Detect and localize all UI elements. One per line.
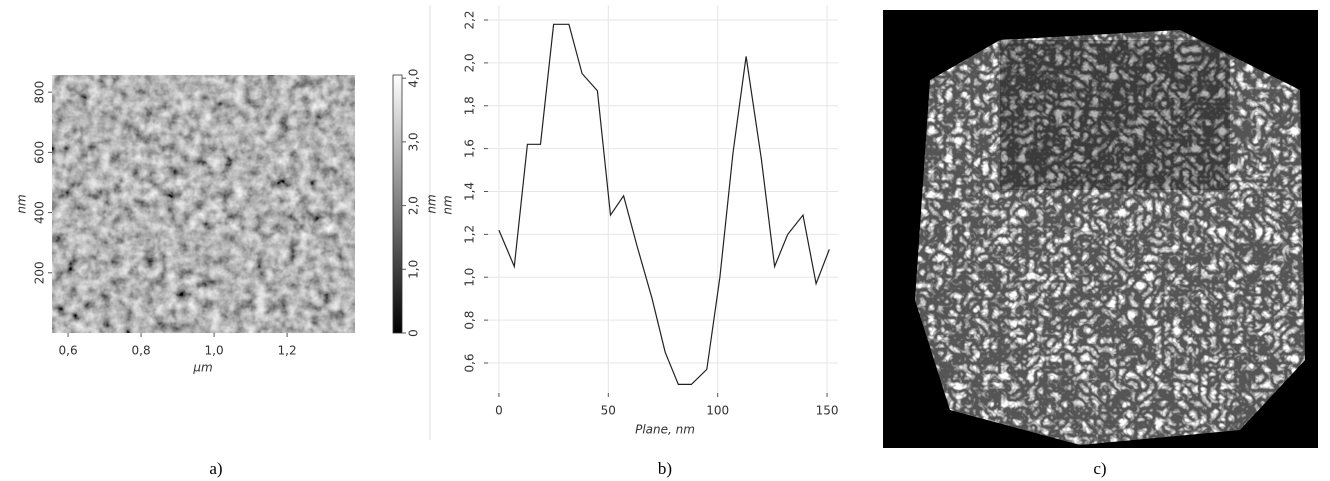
x-axis-label: Plane, nm [635,423,695,437]
x-tick-label: 0,6 [59,344,78,358]
y-tick-label: 1,2 [463,225,477,244]
x-tick-label: 100 [706,404,729,418]
y-axis-label: nm [15,194,29,213]
y-tick-label: 1,6 [463,139,477,158]
x-tick-label: 1,2 [278,344,297,358]
afm-texture [52,75,355,333]
x-tick-label: 50 [601,404,616,418]
y-tick-label: 1,4 [463,182,477,201]
x-axis-label: μm [192,361,212,375]
y-tick-label: 2,2 [463,10,477,29]
caption: b) [658,459,672,478]
y-tick-label: 200 [33,261,47,284]
caption: c) [1093,459,1106,478]
y-tick-label: 1,0 [463,268,477,287]
y-tick-label: 800 [33,81,47,104]
y-tick-label: 2,0 [463,53,477,72]
colorbar-tick-label: 2,0 [407,196,421,215]
y-tick-label: 0,8 [463,311,477,330]
y-tick-label: 1,8 [463,96,477,115]
x-tick-label: 150 [816,404,839,418]
colorbar-tick-label: 1,0 [407,260,421,279]
colorbar-tick-label: 0 [407,329,421,337]
line [498,23,830,385]
y-tick-label: 600 [33,141,47,164]
y-tick-label: 0,6 [463,353,477,372]
x-tick-label: 0 [495,404,503,418]
caption: a) [209,459,222,478]
render-object [915,30,1305,445]
x-tick-label: 0,8 [132,344,151,358]
colorbar-tick-label: 3,0 [407,132,421,151]
colorbar-label: nm [425,194,439,213]
y-axis-label: nm [441,195,455,214]
x-tick-label: 1,0 [205,344,224,358]
colorbar-tick-label: 4,0 [407,69,421,88]
y-tick-label: 400 [33,201,47,224]
colorbar [392,74,403,334]
